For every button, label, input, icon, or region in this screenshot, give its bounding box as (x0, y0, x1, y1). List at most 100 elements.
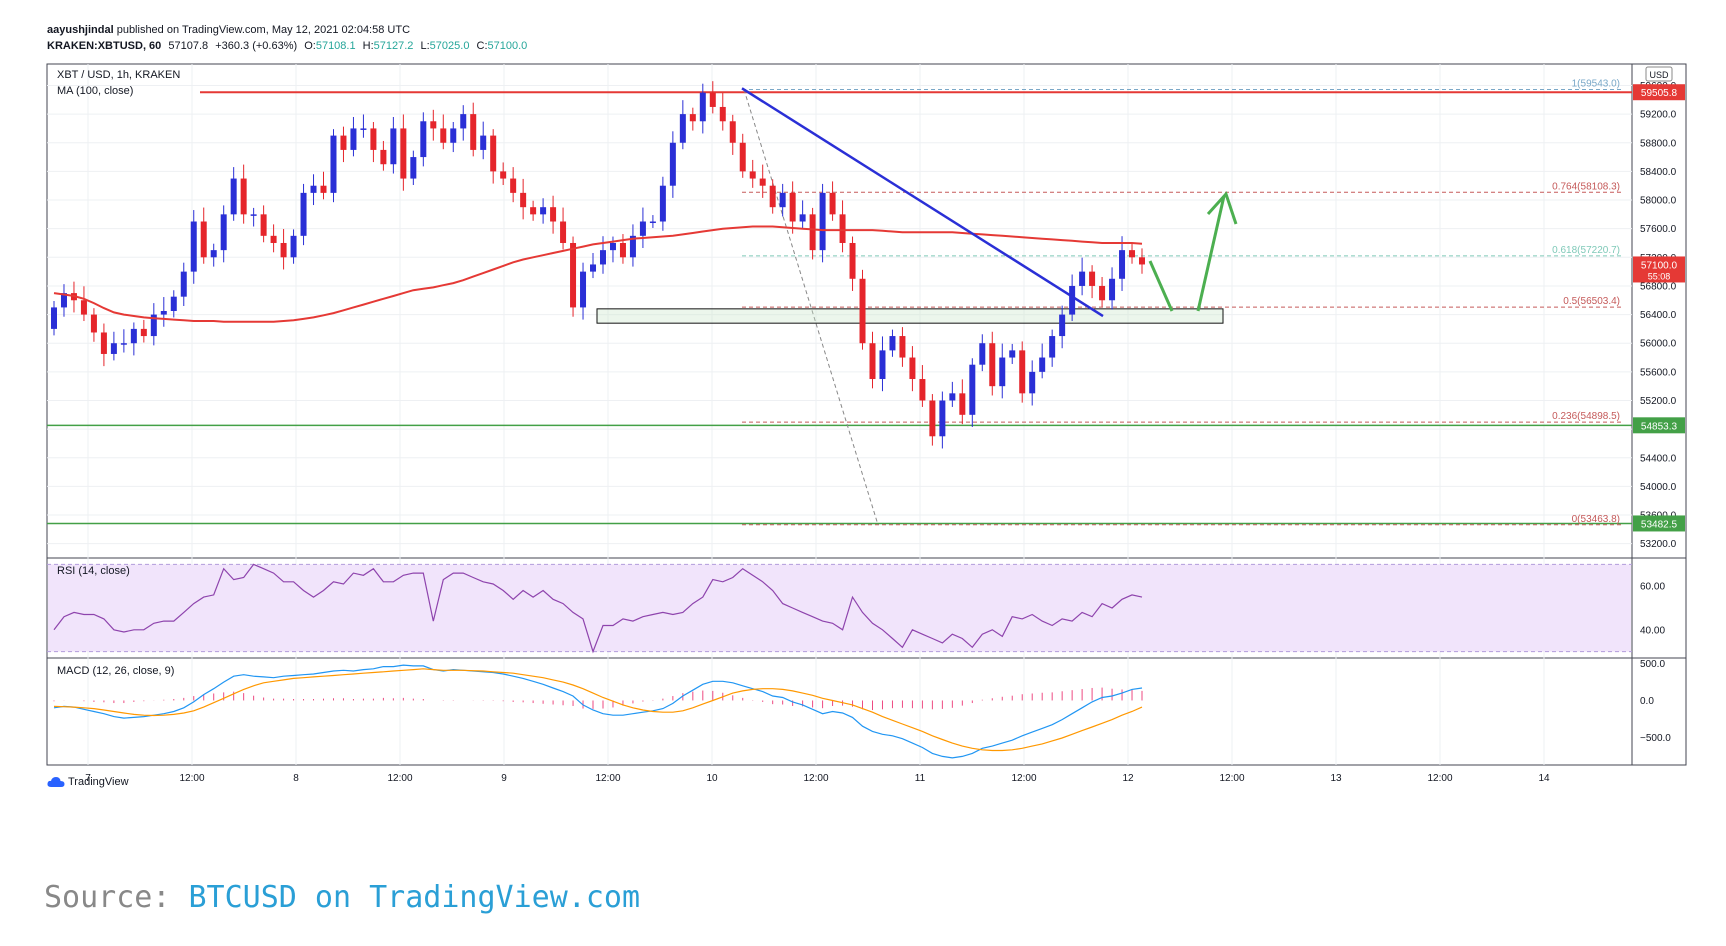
currency-box (1645, 66, 1673, 82)
y-tick-label: 56000.0 (1640, 339, 1677, 350)
candle-up (360, 128, 367, 130)
candle-down (809, 214, 816, 251)
x-tick-label: 10 (706, 773, 718, 784)
candle-down (400, 128, 407, 179)
high-label: H: (362, 40, 374, 52)
y-tick-label: 55200.0 (1640, 396, 1677, 407)
signal-line (53, 668, 1143, 752)
candle-up (410, 157, 417, 179)
x-tick-label: 12:00 (1219, 773, 1244, 784)
y-tick-label: 58400.0 (1640, 167, 1677, 178)
current-price-tag: 57100.0 (1641, 260, 1678, 271)
bearish-trend-line (741, 87, 1104, 318)
candle-up (160, 311, 167, 315)
y-tick-label: 53200.0 (1640, 539, 1677, 550)
price-change: +360.3 (+0.63%) (215, 40, 298, 52)
candle-up (1009, 350, 1016, 358)
low-value: 57025.0 (429, 40, 470, 52)
candle-up (1029, 371, 1036, 394)
x-tick-label: 12:00 (803, 773, 828, 784)
candle-down (260, 214, 267, 236)
candle-down (959, 393, 966, 415)
tradingview-logo[interactable]: TradingView (47, 776, 129, 788)
candle-up (889, 336, 896, 351)
fib-connector (743, 89, 879, 525)
candle-down (90, 314, 97, 333)
currency-label: USD (1649, 70, 1669, 80)
candle-up (819, 192, 826, 251)
published-text: published on TradingView.com, May 12, 20… (116, 24, 411, 36)
y-tick-label: 56400.0 (1640, 310, 1677, 321)
candle-down (510, 178, 517, 193)
candle-up (609, 242, 616, 251)
candle-up (420, 121, 427, 158)
y-tick-label: 54400.0 (1640, 453, 1677, 464)
support-zone (596, 308, 1224, 324)
macd-tick-label: 0.0 (1640, 696, 1654, 707)
last-price: 57107.8 (168, 40, 209, 52)
candle-up (60, 293, 67, 308)
x-tick-label: 9 (501, 773, 507, 784)
candle-up (599, 250, 606, 265)
high-value: 57127.2 (373, 40, 414, 52)
tradingview-logo-text: TradingView (68, 776, 129, 788)
candle-down (739, 142, 746, 172)
candle-up (540, 207, 547, 215)
ma-label: MA (100, close) (57, 85, 133, 97)
candle-down (440, 128, 447, 143)
candle-down (729, 121, 736, 143)
candle-up (170, 296, 177, 311)
rsi-line (53, 563, 1143, 654)
x-tick-label: 12:00 (179, 773, 204, 784)
candle-down (1139, 257, 1145, 265)
rsi-tick-label: 40.00 (1640, 625, 1665, 636)
y-tick-label: 54000.0 (1640, 482, 1677, 493)
fib-level-label: 0.764(58108.3) (1552, 181, 1620, 192)
candle-down (829, 192, 836, 215)
candle-down (869, 343, 876, 380)
candle-down (769, 185, 776, 208)
rsi-tick-label: 60.00 (1640, 582, 1665, 593)
author-name[interactable]: aayushjindal (47, 24, 114, 36)
candle-up (210, 250, 217, 258)
candle-down (530, 207, 537, 215)
candle-up (51, 307, 57, 329)
y-tick-label: 56800.0 (1640, 281, 1677, 292)
symbol-text: KRAKEN:XBTUSD, 60 (47, 40, 162, 52)
rsi-band (48, 564, 1631, 652)
candle-down (919, 379, 926, 401)
candle-up (230, 178, 237, 215)
current-price-tag-countdown: 55:08 (1648, 271, 1671, 281)
ma-line (53, 225, 1143, 323)
source-caption: Source: BTCUSD on TradingView.com (44, 880, 640, 915)
candle-up (330, 135, 337, 193)
candle-up (639, 221, 646, 236)
candle-up (659, 185, 666, 222)
resistance-price-tag: 59505.8 (1641, 88, 1678, 99)
x-tick-label: 8 (293, 773, 299, 784)
candle-down (80, 300, 87, 315)
y-tick-label: 59200.0 (1640, 110, 1677, 121)
candle-up (150, 314, 157, 337)
candle-up (1059, 314, 1066, 337)
candle-down (560, 221, 567, 243)
source-link[interactable]: BTCUSD on TradingView.com (188, 880, 641, 915)
candle-up (949, 393, 956, 401)
open-value: 57108.1 (315, 40, 356, 52)
candle-up (999, 357, 1006, 387)
macd-line (53, 664, 1143, 759)
candle-down (1089, 271, 1096, 286)
candle-up (969, 364, 976, 415)
candle-down (200, 221, 207, 258)
close-value: 57100.0 (487, 40, 528, 52)
candle-up (190, 221, 197, 272)
candle-up (1109, 278, 1116, 301)
macd-tick-label: −500.0 (1640, 733, 1671, 744)
candle-down (140, 328, 147, 337)
candle-up (220, 214, 227, 251)
y-tick-label: 58800.0 (1640, 138, 1677, 149)
candle-down (430, 121, 437, 129)
upside-arrow (1196, 195, 1226, 312)
candle-down (909, 357, 916, 380)
